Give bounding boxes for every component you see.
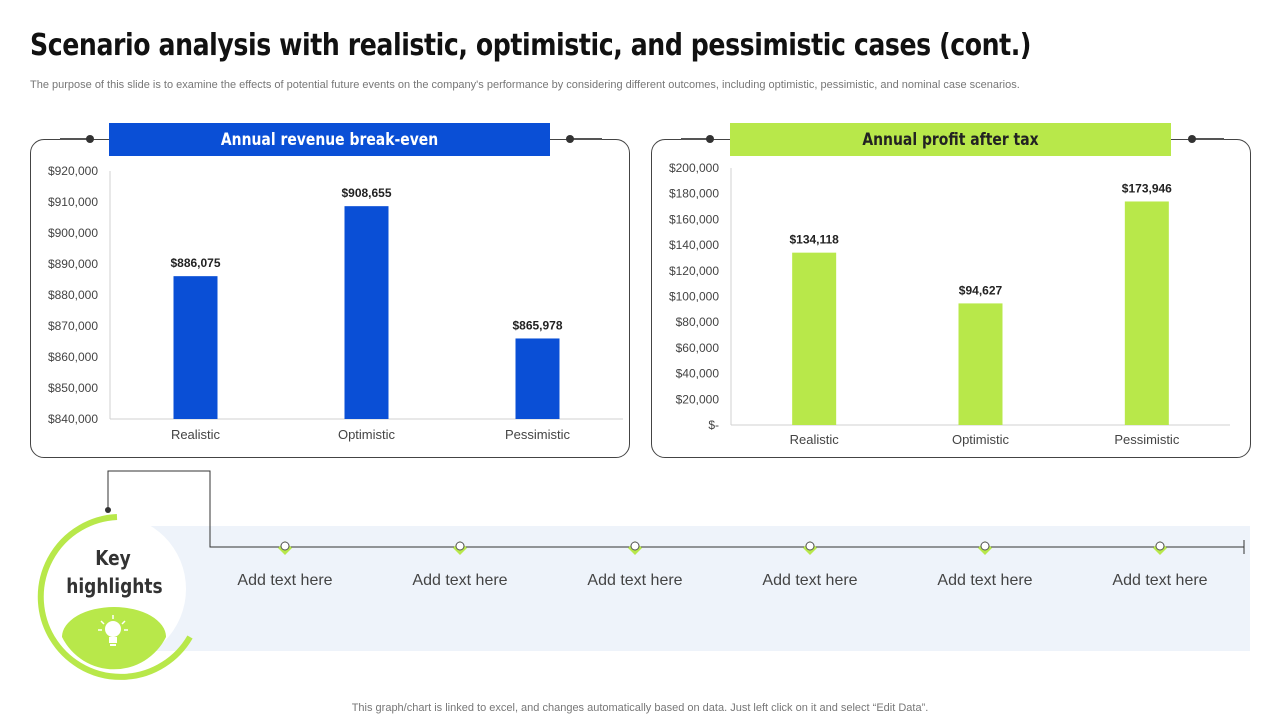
profit-ytick-label: $20,000: [676, 392, 720, 406]
revenue-ytick-label: $880,000: [48, 288, 98, 302]
revenue-category-label: Pessimistic: [505, 427, 571, 442]
highlight-item-4[interactable]: Add text here: [762, 572, 858, 589]
revenue-banner-right-dot: [566, 135, 574, 143]
page-subtitle: The purpose of this slide is to examine …: [30, 79, 1020, 91]
revenue-data-label: $865,978: [512, 318, 562, 332]
profit-category-label: Realistic: [790, 432, 840, 447]
profit-ytick-label: $100,000: [669, 290, 719, 304]
profit-ytick-label: $160,000: [669, 212, 719, 226]
highlight-item-6[interactable]: Add text here: [1112, 572, 1208, 589]
key-highlights-line2: highlights: [66, 574, 163, 598]
profit-chart-title-banner: Annual profit after tax: [730, 123, 1171, 156]
revenue-ytick-label: $920,000: [48, 164, 98, 178]
profit-data-label: $134,118: [789, 233, 839, 247]
revenue-ytick-label: $860,000: [48, 350, 98, 364]
revenue-chart-title-banner: Annual revenue break-even: [109, 123, 550, 156]
revenue-ytick-label: $890,000: [48, 257, 98, 271]
profit-category-label: Pessimistic: [1114, 432, 1180, 447]
revenue-ytick-label: $850,000: [48, 381, 98, 395]
revenue-ytick-label: $840,000: [48, 412, 98, 426]
profit-data-label: $173,946: [1122, 181, 1172, 195]
highlight-item-1[interactable]: Add text here: [237, 572, 333, 589]
profit-ytick-label: $180,000: [669, 187, 719, 201]
footer-note: This graph/chart is linked to excel, and…: [351, 702, 929, 714]
revenue-banner-left-dot: [86, 135, 94, 143]
profit-bar-realistic[interactable]: [792, 252, 837, 425]
key-highlights-line1: Key: [95, 546, 131, 570]
profit-data-label: $94,627: [959, 283, 1003, 297]
profit-ytick-label: $80,000: [676, 315, 720, 329]
revenue-ytick-label: $900,000: [48, 226, 98, 240]
revenue-bar-realistic[interactable]: [173, 276, 218, 419]
profit-bar-optimistic[interactable]: [958, 303, 1003, 425]
revenue-ytick-label: $910,000: [48, 195, 98, 209]
revenue-bar-pessimistic[interactable]: [515, 338, 560, 419]
profit-category-label: Optimistic: [952, 432, 1010, 447]
revenue-data-label: $908,655: [341, 186, 391, 200]
highlight-item-5[interactable]: Add text here: [937, 572, 1033, 589]
revenue-chart-title: Annual revenue break-even: [220, 129, 439, 150]
profit-ytick-label: $60,000: [676, 341, 720, 355]
profit-ytick-label: $120,000: [669, 264, 719, 278]
revenue-category-label: Realistic: [171, 427, 221, 442]
profit-banner-right-connector: [1192, 138, 1224, 140]
revenue-banner-right-connector: [570, 138, 602, 140]
key-highlights-heading: Key highlights: [58, 544, 168, 600]
profit-banner-right-dot: [1188, 135, 1196, 143]
highlight-item-3[interactable]: Add text here: [587, 572, 683, 589]
profit-bar-pessimistic[interactable]: [1124, 201, 1169, 425]
revenue-data-label: $886,075: [170, 256, 220, 270]
page-title: Scenario analysis with realistic, optimi…: [30, 28, 1032, 63]
profit-ytick-label: $140,000: [669, 238, 719, 252]
revenue-bar-optimistic[interactable]: [344, 206, 389, 419]
profit-ytick-label: $200,000: [669, 161, 719, 175]
profit-banner-left-dot: [706, 135, 714, 143]
revenue-banner-left-connector: [60, 138, 90, 140]
profit-ytick-label: $40,000: [676, 367, 720, 381]
revenue-ytick-label: $870,000: [48, 319, 98, 333]
profit-banner-left-connector: [681, 138, 711, 140]
highlight-item-2[interactable]: Add text here: [412, 572, 508, 589]
profit-chart-title: Annual profit after tax: [862, 129, 1039, 150]
revenue-category-label: Optimistic: [338, 427, 396, 442]
profit-ytick-label: $-: [708, 418, 719, 432]
